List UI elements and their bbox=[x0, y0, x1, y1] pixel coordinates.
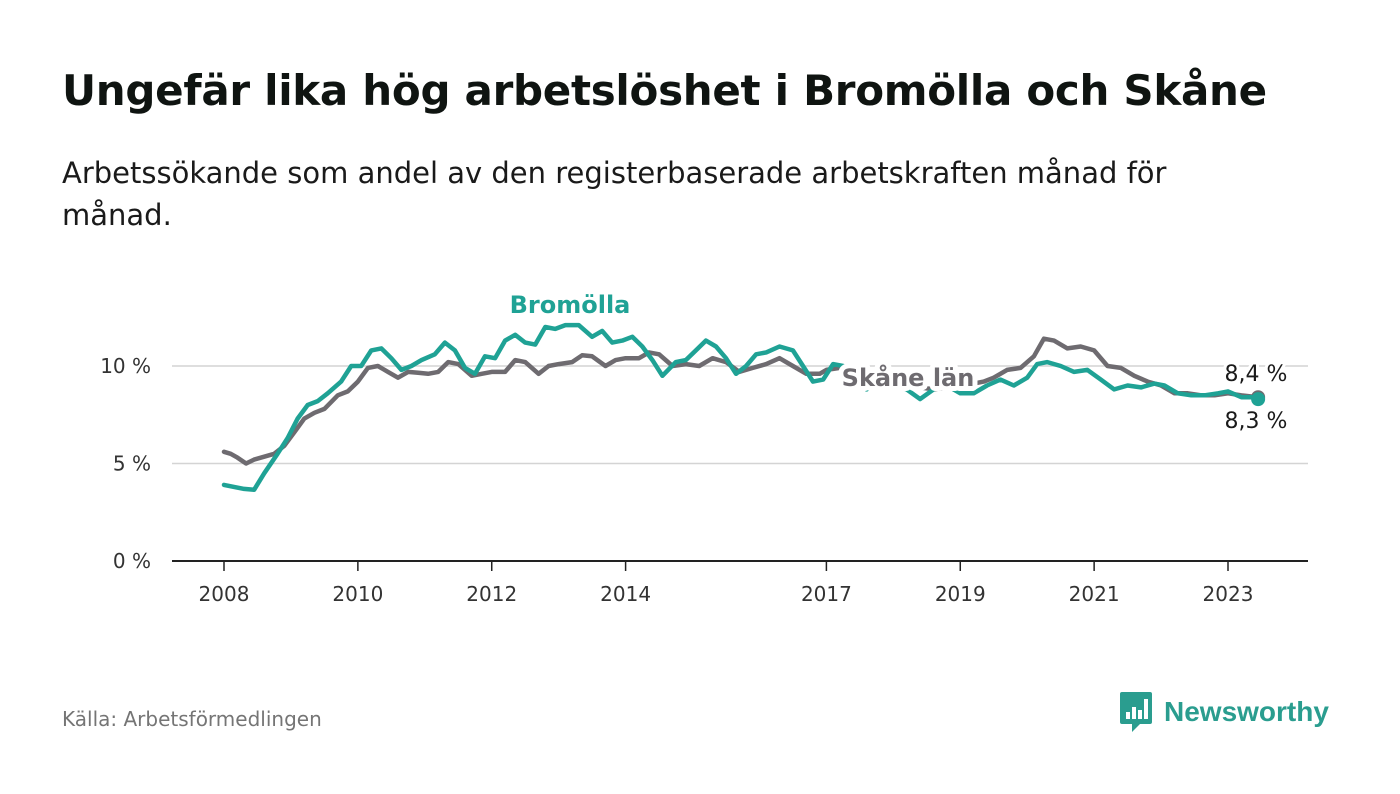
series-end-dot bbox=[1251, 392, 1266, 407]
axis-layer: 0 % 5 % 10 % 2008 2010 2012 2014 2017 2019 2021 20… bbox=[100, 354, 1308, 606]
y-tick-label: 5 % bbox=[113, 452, 151, 476]
x-tick-label: 2019 bbox=[935, 582, 986, 606]
series-label: Skåne län bbox=[842, 363, 975, 392]
x-tick-label: 2008 bbox=[199, 582, 250, 606]
x-tick-label: 2014 bbox=[600, 582, 651, 606]
series-label: Bromölla bbox=[510, 291, 631, 319]
series-layer bbox=[221, 322, 1266, 493]
end-value-label: 8,3 % bbox=[1225, 409, 1288, 434]
end-value-label: 8,4 % bbox=[1225, 362, 1288, 387]
x-tick-label: 2021 bbox=[1069, 582, 1120, 606]
x-tick-label: 2010 bbox=[332, 582, 383, 606]
series-line-sk-ne-l-n bbox=[221, 336, 1261, 466]
line-chart: 0 % 5 % 10 % 2008 2010 2012 2014 2017 2019 2021 20… bbox=[100, 286, 1308, 606]
y-tick-label: 0 % bbox=[113, 549, 151, 573]
brand-logo: Newsworthy bbox=[1118, 690, 1329, 734]
chart-subtitle: Arbetssökande som andel av den registerb… bbox=[62, 156, 1167, 232]
series-line-brom-lla bbox=[221, 322, 1261, 493]
x-tick-label: 2023 bbox=[1203, 582, 1254, 606]
source-note: Källa: Arbetsförmedlingen bbox=[62, 707, 322, 731]
brand-name: Newsworthy bbox=[1164, 696, 1329, 727]
chart-title: Ungefär lika hög arbetslöshet i Bromölla… bbox=[62, 66, 1267, 115]
x-tick-label: 2017 bbox=[801, 582, 852, 606]
x-tick-label: 2012 bbox=[466, 582, 517, 606]
y-tick-label: 10 % bbox=[100, 354, 151, 378]
newsworthy-logo-icon bbox=[1120, 692, 1152, 732]
label-layer: Skåne län Bromölla 8,4 % 8,3 % bbox=[505, 286, 1291, 437]
